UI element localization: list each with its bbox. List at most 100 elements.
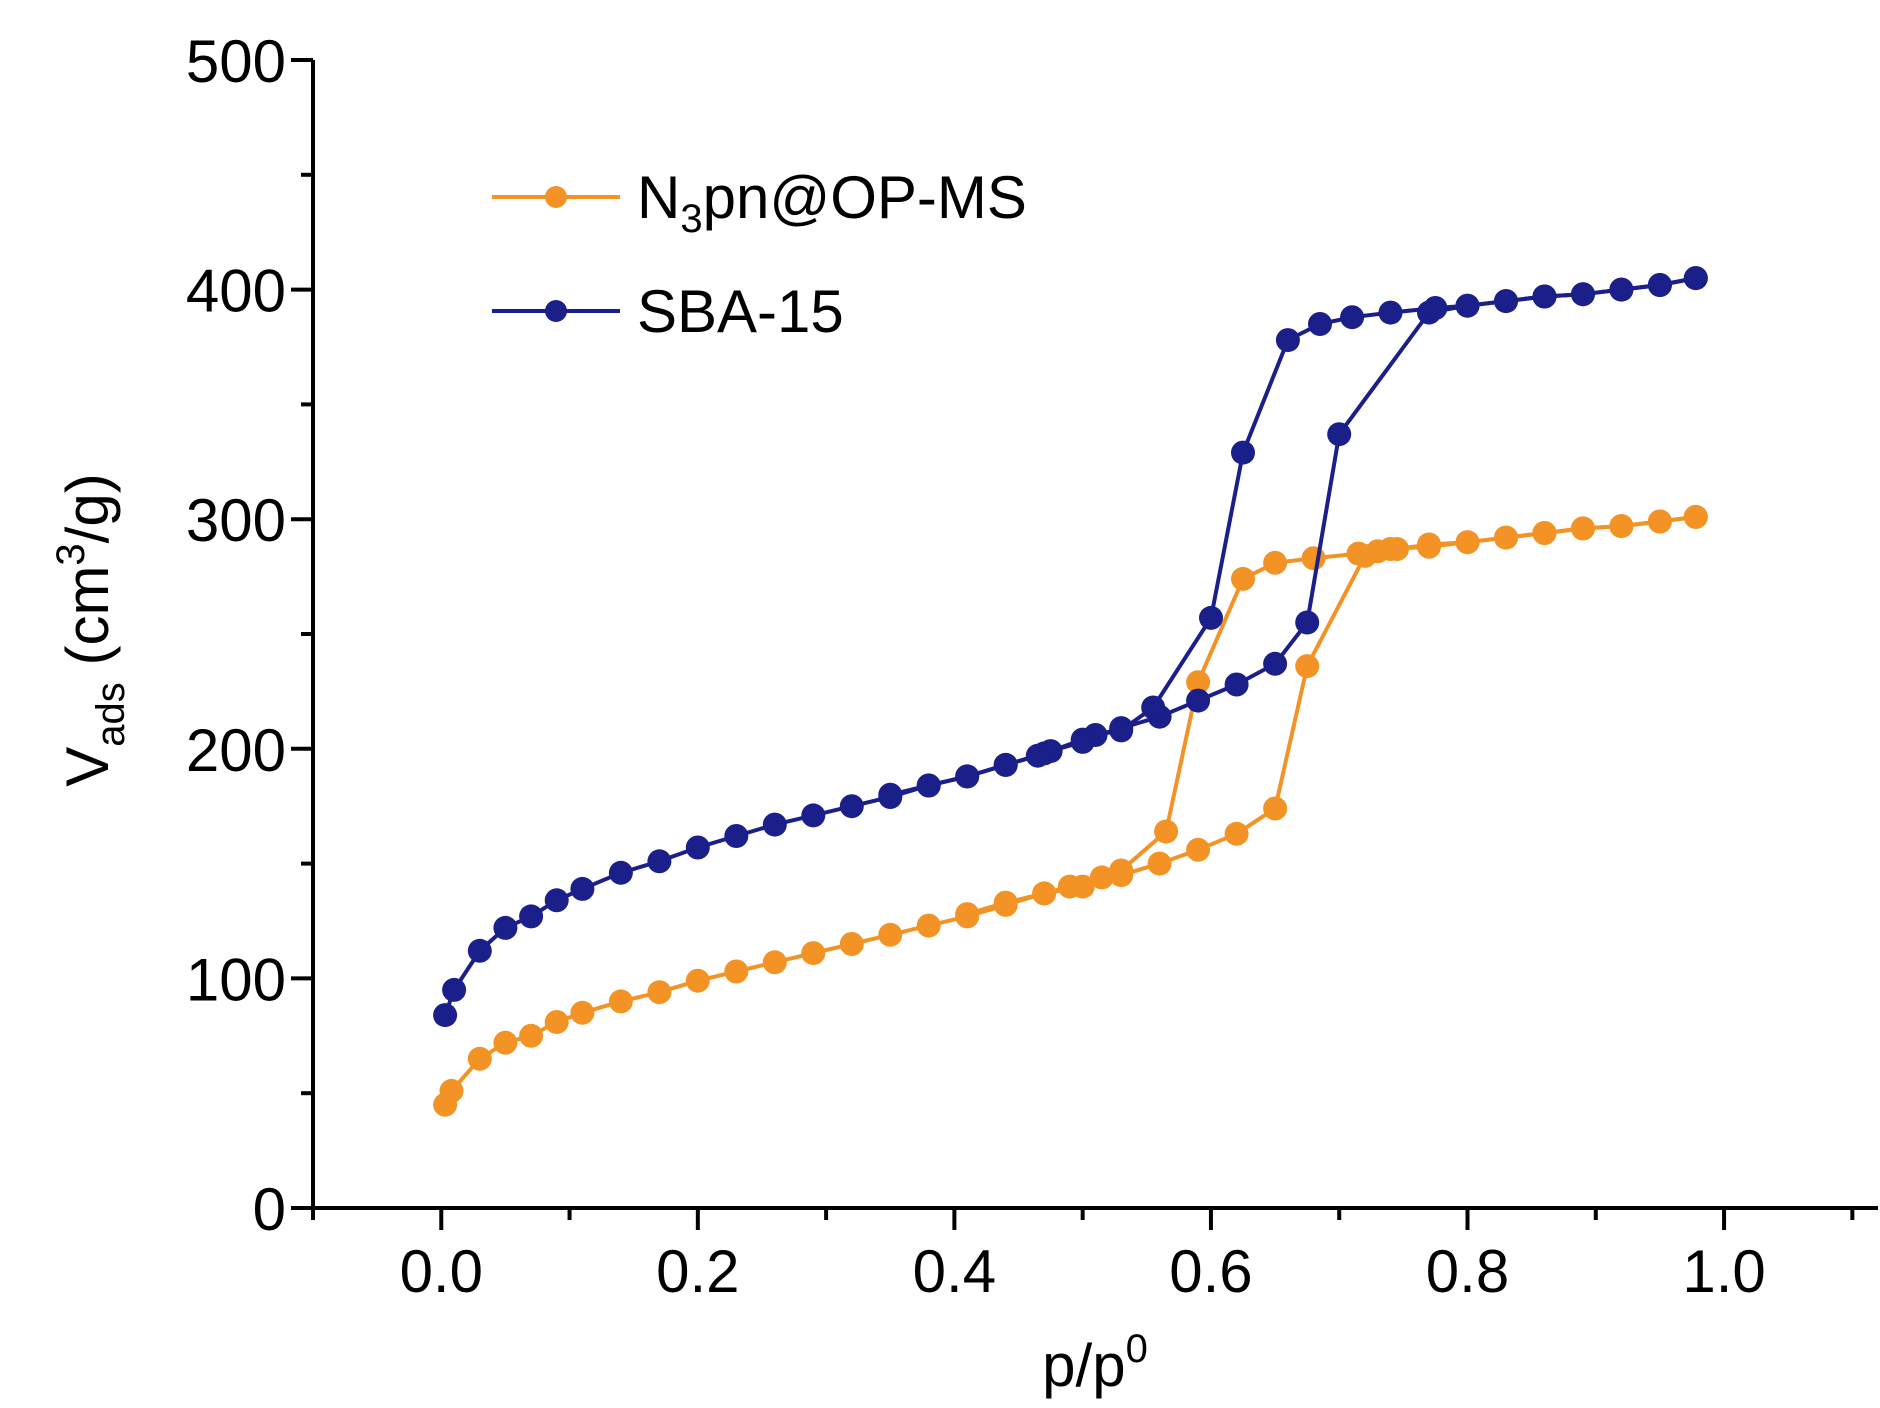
- data-point-n3pn-op-ms-desorption: [1365, 539, 1390, 564]
- data-point-sba-15-adsorption: [1327, 422, 1352, 447]
- data-point-n3pn-op-ms-desorption: [1571, 516, 1595, 541]
- plot-area: [291, 58, 1878, 1230]
- data-point-sba-15-adsorption: [1263, 651, 1288, 676]
- data-point-n3pn-op-ms-desorption: [1609, 514, 1634, 539]
- data-point-sba-15-desorption: [1494, 289, 1518, 314]
- x-axis-title-sup: 0: [1126, 1327, 1148, 1371]
- x-tick-label: 0.8: [1426, 1238, 1509, 1305]
- data-point-n3pn-op-ms-adsorption: [1224, 821, 1249, 846]
- data-point-n3pn-op-ms-adsorption: [685, 968, 710, 993]
- data-point-n3pn-op-ms-desorption: [1494, 525, 1518, 550]
- data-point-n3pn-op-ms-desorption: [1186, 670, 1211, 695]
- data-point-n3pn-op-ms-desorption: [993, 890, 1018, 915]
- data-point-sba-15-desorption: [1609, 277, 1634, 302]
- y-axis-title-base: V: [54, 747, 121, 787]
- data-point-n3pn-op-ms-adsorption: [801, 941, 826, 966]
- data-point-n3pn-op-ms-adsorption: [544, 1010, 569, 1034]
- y-axis-title-open: (cm: [54, 566, 121, 683]
- data-point-sba-15-adsorption: [570, 876, 595, 901]
- data-point-n3pn-op-ms-adsorption: [724, 959, 749, 984]
- data-point-sba-15-adsorption: [608, 860, 633, 885]
- x-tick-label: 0.6: [1169, 1238, 1252, 1305]
- data-point-sba-15-desorption: [916, 773, 941, 798]
- series-sba-15: [433, 266, 1708, 1028]
- y-axis-title-sup: 3: [49, 543, 93, 565]
- y-tick-label: 0: [253, 1176, 286, 1243]
- data-point-sba-15-desorption: [1340, 305, 1365, 330]
- data-point-sba-15-adsorption: [1295, 610, 1320, 635]
- data-point-sba-15-desorption: [1308, 312, 1332, 336]
- data-point-n3pn-op-ms-desorption: [1231, 566, 1255, 591]
- data-point-n3pn-op-ms-desorption: [1263, 550, 1288, 575]
- x-tick-label: 0.0: [400, 1238, 483, 1305]
- data-point-sba-15-adsorption: [544, 888, 569, 913]
- series-n3pn-op-ms: [433, 504, 1708, 1117]
- data-point-n3pn-op-ms-adsorption: [493, 1030, 518, 1055]
- x-tick-label: 1.0: [1682, 1238, 1765, 1305]
- data-point-sba-15-adsorption: [839, 794, 864, 819]
- x-tick-label: 0.2: [656, 1238, 739, 1305]
- data-point-n3pn-op-ms-adsorption: [570, 1000, 595, 1025]
- data-point-n3pn-op-ms-adsorption: [608, 989, 633, 1014]
- data-point-n3pn-op-ms-desorption: [1647, 509, 1672, 534]
- data-point-sba-15-desorption: [1647, 273, 1672, 297]
- y-tick-label: 300: [186, 487, 286, 554]
- data-point-sba-15-adsorption: [467, 938, 492, 963]
- data-point-sba-15-adsorption: [1186, 688, 1211, 713]
- data-point-sba-15-desorption: [1141, 695, 1166, 720]
- data-point-n3pn-op-ms-desorption: [1346, 541, 1371, 566]
- data-point-n3pn-op-ms-desorption: [1417, 532, 1441, 557]
- legend-swatch-marker: [545, 300, 567, 322]
- legend-label-n3pn-sub: 3: [680, 197, 702, 241]
- data-point-n3pn-op-ms-desorption: [1089, 865, 1114, 890]
- data-point-n3pn-op-ms-desorption: [1032, 881, 1057, 906]
- data-point-sba-15-desorption: [1423, 296, 1448, 320]
- x-axis-title: p/p0: [1042, 1327, 1148, 1399]
- y-axis-title: Vads (cm3/g): [49, 473, 133, 786]
- data-point-sba-15-desorption: [1109, 718, 1134, 743]
- data-point-sba-15-desorption: [1571, 282, 1595, 307]
- data-point-sba-15-adsorption: [442, 977, 467, 1002]
- data-point-sba-15-adsorption: [762, 812, 787, 837]
- y-tick-label: 200: [186, 717, 286, 784]
- data-point-sba-15-desorption: [993, 752, 1018, 777]
- legend-item-sba15: SBA-15: [492, 278, 844, 345]
- data-point-sba-15-desorption: [955, 764, 980, 789]
- data-point-sba-15-adsorption: [519, 904, 544, 929]
- legend: N3pn@OP-MS SBA-15: [492, 164, 1027, 345]
- y-tick-label: 100: [186, 946, 286, 1013]
- data-point-n3pn-op-ms-desorption: [1109, 858, 1134, 883]
- data-point-n3pn-op-ms-adsorption: [916, 913, 941, 938]
- x-axis-title-base: p/p: [1042, 1332, 1125, 1399]
- data-point-n3pn-op-ms-adsorption: [1147, 851, 1172, 876]
- data-point-n3pn-op-ms-desorption: [955, 902, 980, 927]
- y-axis-tick-labels: 0 100 200 300 400 500: [186, 28, 286, 1243]
- data-point-n3pn-op-ms-desorption: [1455, 530, 1480, 555]
- legend-label-n3pn-base: N: [637, 164, 680, 231]
- legend-label-n3pn: N3pn@OP-MS: [637, 164, 1027, 241]
- x-tick-label: 0.4: [913, 1238, 996, 1305]
- data-point-sba-15-adsorption: [685, 835, 710, 860]
- series-line-sba-15-adsorption: [443, 276, 1697, 1016]
- data-point-sba-15-desorption: [1025, 743, 1050, 768]
- legend-item-n3pn: N3pn@OP-MS: [492, 164, 1027, 241]
- data-point-n3pn-op-ms-adsorption: [467, 1046, 492, 1071]
- y-tick-label: 500: [186, 28, 286, 95]
- data-point-n3pn-op-ms-desorption: [1301, 546, 1326, 571]
- data-point-sba-15-desorption: [1455, 293, 1480, 318]
- data-point-sba-15-adsorption: [647, 849, 672, 874]
- data-point-sba-15-adsorption: [801, 803, 826, 828]
- data-point-sba-15-desorption: [1532, 284, 1557, 309]
- data-point-n3pn-op-ms-adsorption: [439, 1078, 464, 1103]
- data-point-sba-15-desorption: [1378, 300, 1403, 325]
- data-point-n3pn-op-ms-desorption: [1532, 521, 1557, 545]
- series-line-n3pn-op-ms-adsorption: [443, 514, 1697, 1106]
- data-point-n3pn-op-ms-adsorption: [1263, 796, 1288, 821]
- data-point-sba-15-desorption: [1199, 605, 1223, 630]
- data-point-sba-15-adsorption: [493, 915, 518, 940]
- x-axis-tick-labels: 0.0 0.2 0.4 0.6 0.8 1.0: [400, 1238, 1766, 1305]
- data-point-n3pn-op-ms-adsorption: [1186, 837, 1211, 862]
- y-axis-title-close: /g): [54, 473, 121, 543]
- data-point-sba-15-adsorption: [433, 1003, 458, 1028]
